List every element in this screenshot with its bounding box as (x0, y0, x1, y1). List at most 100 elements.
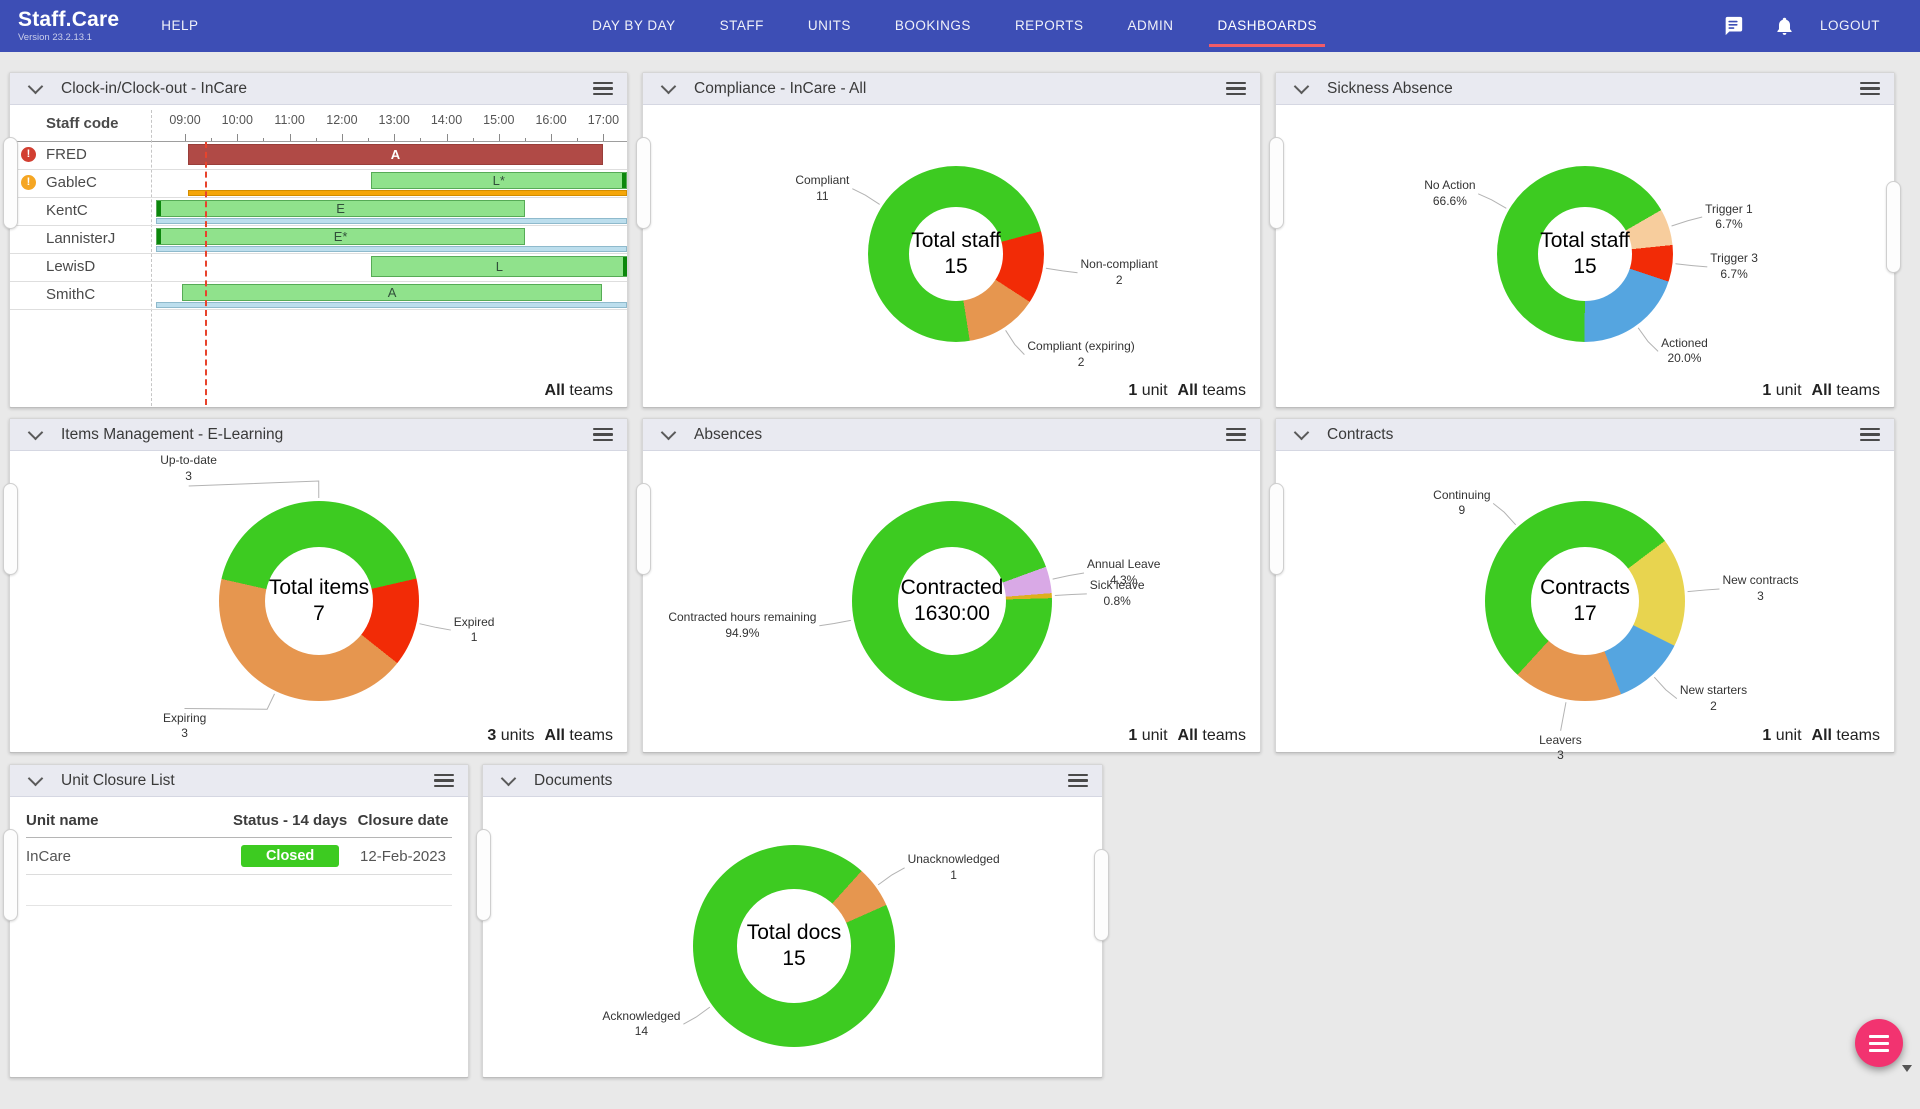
resize-handle-left[interactable] (636, 137, 651, 229)
table-empty-row (26, 875, 452, 906)
sickness-chart: Total staff 15 Trigger 1 6.7% Trigger 3 6.7% A… (1276, 105, 1894, 439)
chevron-down-icon[interactable] (1293, 424, 1310, 441)
gantt-bar-e-star[interactable]: E* (156, 228, 525, 245)
donut-hole (909, 207, 1003, 301)
segment-label: Sick leave 0.8% (1089, 578, 1145, 608)
axis-label: 13:00 (378, 113, 410, 127)
panel-menu-icon[interactable] (591, 424, 615, 445)
panel-menu-icon[interactable] (432, 770, 456, 791)
panel-header: Compliance - InCare - All (643, 73, 1260, 105)
blue-status-bar (156, 246, 627, 252)
teams-footer: All teams (545, 382, 613, 400)
table-rows: InCare Closed 12-Feb-2023 (26, 838, 452, 875)
chevron-down-icon[interactable] (27, 78, 44, 95)
panel-header: Absences (643, 419, 1260, 451)
col-header-unit-name: Unit name (26, 812, 99, 829)
panel-menu-icon[interactable] (1066, 770, 1090, 791)
donut-hole (1531, 547, 1639, 655)
footer-part: All (1177, 727, 1198, 744)
donut-center-label: Total staff 15 (911, 228, 1001, 278)
row-divider (10, 169, 627, 170)
teams-footer: 1 unit All teams (1128, 382, 1246, 400)
segment-label: Trigger 1 6.7% (1705, 201, 1753, 232)
footer-part: All (1177, 382, 1198, 399)
footer-part: unit (1771, 727, 1802, 744)
resize-handle-left[interactable] (636, 483, 651, 575)
nav-item-dashboards[interactable]: DASHBOARDS (1195, 0, 1339, 52)
footer-part: All (544, 727, 565, 744)
panel-menu-icon[interactable] (1224, 424, 1248, 445)
axis-label: 11:00 (274, 113, 305, 127)
resize-handle-left[interactable] (1269, 137, 1284, 229)
chevron-down-icon[interactable] (27, 424, 44, 441)
resize-handle-left[interactable] (3, 829, 18, 921)
bell-icon[interactable] (1772, 13, 1798, 39)
axis-tick (341, 134, 343, 142)
table-header-row: Unit name Status - 14 days Closure date (26, 803, 452, 838)
staff-name: LannisterJ (46, 230, 116, 247)
nav-item-bookings[interactable]: BOOKINGS (894, 18, 971, 33)
cell-status: Closed (226, 845, 354, 867)
table-row[interactable]: InCare Closed 12-Feb-2023 (26, 838, 452, 875)
fab-menu-button[interactable] (1855, 1019, 1903, 1067)
axis-label: 16:00 (535, 113, 567, 127)
gantt-bar-a[interactable]: A (187, 144, 604, 165)
chevron-down-icon[interactable] (500, 770, 517, 787)
panel-menu-icon[interactable] (591, 78, 615, 99)
nav-item-units[interactable]: UNITS (807, 18, 851, 33)
teams-footer: 1 unit All teams (1762, 382, 1880, 400)
row-divider (10, 197, 627, 198)
chevron-down-icon[interactable] (27, 770, 44, 787)
gantt-bar-a[interactable]: A (182, 284, 602, 301)
chat-icon[interactable] (1720, 13, 1746, 39)
resize-handle-left[interactable] (3, 483, 18, 575)
nav-item-staff[interactable]: STAFF (719, 18, 764, 33)
resize-handle-right[interactable] (1886, 181, 1901, 273)
column-divider (151, 110, 152, 406)
axis-label: 12:00 (326, 113, 358, 127)
panel-menu-icon[interactable] (1858, 78, 1882, 99)
axis-label: 10:00 (221, 113, 253, 127)
staff-name: GableC (46, 174, 97, 191)
panel-title: Unit Closure List (61, 771, 175, 789)
resize-handle-left[interactable] (3, 137, 18, 229)
top-nav: Staff.Care Version 23.2.13.1 HELP DAY BY… (0, 0, 1920, 52)
nav-item-help[interactable]: HELP (161, 18, 199, 33)
panel-items-management: Items Management - E-Learning Total item… (3, 418, 628, 753)
resize-handle-left[interactable] (1269, 483, 1284, 575)
nav-item-admin[interactable]: ADMIN (1127, 18, 1174, 33)
gantt-bar-l[interactable]: L (370, 256, 627, 277)
logout-button[interactable]: LOGOUT (1819, 18, 1880, 33)
footer-part: teams (564, 382, 613, 399)
chevron-down-icon[interactable] (1293, 78, 1310, 95)
nav-item-reports[interactable]: REPORTS (1014, 18, 1084, 33)
panel-title: Items Management - E-Learning (61, 425, 284, 443)
panel-menu-icon[interactable] (1224, 78, 1248, 99)
footer-part: teams (1197, 382, 1246, 399)
segment-label: Leavers 3 (1539, 732, 1582, 763)
app-logo: Staff.Care Version 23.2.13.1 (18, 9, 119, 44)
items-chart: Total items 7 Expired 1 Expiring 3 Up-to-date 3 (10, 451, 627, 784)
axis-tick (185, 134, 186, 142)
footer-part: 3 (487, 727, 497, 744)
resize-handle-left[interactable] (476, 829, 491, 921)
gantt-bar-l-star[interactable]: L* (370, 172, 627, 189)
unit-closure-body: Unit name Status - 14 days Closure date … (10, 797, 468, 1077)
axis-minor-tick (263, 138, 265, 142)
segment-label: Contracted hours remaining 94.9% (668, 610, 817, 640)
axis-label: 17:00 (587, 113, 620, 127)
nav-item-day-by-day[interactable]: DAY BY DAY (592, 18, 676, 33)
status-badge: Closed (240, 845, 340, 867)
panel-menu-icon[interactable] (1858, 424, 1882, 445)
segment-label: New contracts 3 (1722, 573, 1799, 604)
orange-status-bar (187, 190, 627, 196)
chevron-down-icon[interactable] (660, 78, 677, 95)
chevron-down-icon[interactable] (660, 424, 677, 441)
panel-absences: Absences Contracted 1630:00 Annual Leave 4.… (636, 418, 1261, 753)
donut-center-label: Contracts 17 (1540, 575, 1630, 625)
axis-minor-tick (420, 138, 422, 142)
panel-header: Documents (483, 765, 1102, 797)
gantt-bar-e[interactable]: E (156, 200, 525, 217)
resize-handle-right[interactable] (1094, 849, 1109, 941)
